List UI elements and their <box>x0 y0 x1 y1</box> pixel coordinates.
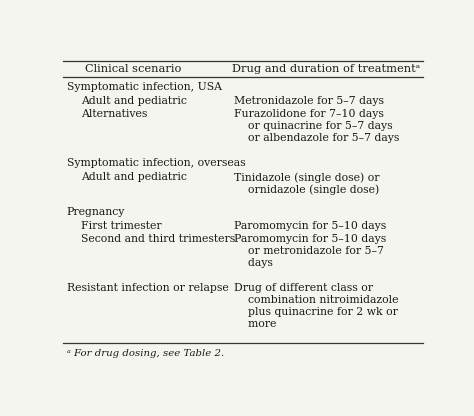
Text: Pregnancy: Pregnancy <box>66 207 125 217</box>
Text: Clinical scenario: Clinical scenario <box>84 64 181 74</box>
Text: Symptomatic infection, overseas: Symptomatic infection, overseas <box>66 158 245 168</box>
Text: Resistant infection or relapse: Resistant infection or relapse <box>66 283 228 293</box>
Text: Paromomycin for 5–10 days
    or metronidazole for 5–7
    days: Paromomycin for 5–10 days or metronidazo… <box>234 235 386 268</box>
Text: Adult and pediatric: Adult and pediatric <box>82 172 187 182</box>
Text: Second and third trimesters: Second and third trimesters <box>82 235 236 245</box>
Text: Tinidazole (single dose) or
    ornidazole (single dose): Tinidazole (single dose) or ornidazole (… <box>234 172 379 195</box>
Text: Drug of different class or
    combination nitroimidazole
    plus quinacrine fo: Drug of different class or combination n… <box>234 283 398 329</box>
Text: Paromomycin for 5–10 days: Paromomycin for 5–10 days <box>234 221 386 231</box>
Text: First trimester: First trimester <box>82 221 162 231</box>
Text: Symptomatic infection, USA: Symptomatic infection, USA <box>66 82 222 92</box>
Text: Metronidazole for 5–7 days: Metronidazole for 5–7 days <box>234 96 384 106</box>
Text: ᵃ For drug dosing, see Table 2.: ᵃ For drug dosing, see Table 2. <box>66 349 224 359</box>
Text: Furazolidone for 7–10 days
    or quinacrine for 5–7 days
    or albendazole for: Furazolidone for 7–10 days or quinacrine… <box>234 109 399 144</box>
Text: Drug and duration of treatmentᵃ: Drug and duration of treatmentᵃ <box>231 64 419 74</box>
Text: Alternatives: Alternatives <box>82 109 148 119</box>
Text: Adult and pediatric: Adult and pediatric <box>82 96 187 106</box>
